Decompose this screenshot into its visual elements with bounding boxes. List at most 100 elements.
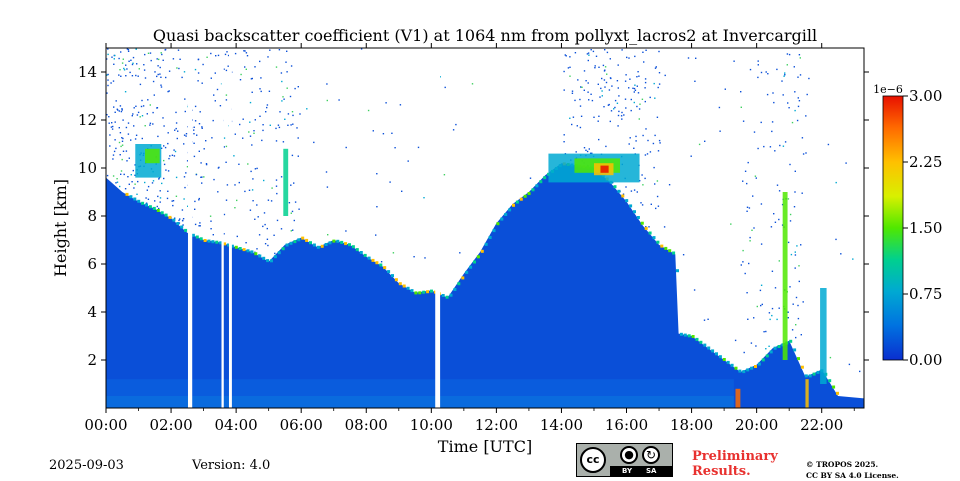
layer-edge-mark: [636, 216, 640, 219]
noise-speckle: [210, 220, 212, 222]
noise-speckle: [131, 115, 133, 117]
noise-speckle: [161, 53, 163, 56]
noise-speckle: [750, 342, 753, 344]
noise-speckle: [106, 58, 108, 60]
noise-speckle: [122, 150, 125, 152]
cloud-feature: [283, 148, 289, 216]
noise-speckle: [638, 108, 641, 110]
noise-speckle: [757, 60, 759, 62]
noise-speckle: [653, 166, 655, 169]
noise-speckle: [376, 173, 378, 175]
noise-speckle: [806, 93, 808, 96]
noise-speckle: [165, 76, 167, 79]
layer-edge-mark: [281, 247, 285, 251]
noise-speckle: [646, 153, 649, 155]
noise-speckle: [789, 213, 792, 216]
noise-speckle: [294, 87, 296, 90]
noise-speckle: [455, 123, 457, 126]
layer-edge-mark: [453, 288, 457, 291]
noise-speckle: [391, 132, 393, 134]
noise-speckle: [771, 307, 774, 310]
noise-speckle: [630, 98, 632, 101]
noise-speckle: [326, 186, 329, 188]
noise-speckle: [121, 144, 124, 146]
noise-speckle: [657, 150, 660, 152]
noise-speckle: [734, 339, 737, 342]
noise-speckle: [744, 170, 747, 172]
noise-speckle: [193, 142, 195, 144]
noise-speckle: [182, 218, 185, 220]
layer-edge-mark: [371, 258, 375, 262]
layer-edge-mark: [742, 370, 746, 374]
noise-speckle: [162, 117, 164, 119]
layer-edge-mark: [711, 349, 715, 353]
noise-speckle: [129, 71, 131, 74]
noise-speckle: [805, 115, 807, 117]
noise-speckle: [630, 109, 632, 112]
noise-speckle: [592, 50, 595, 53]
noise-speckle: [639, 180, 641, 182]
noise-speckle: [564, 54, 566, 56]
noise-speckle: [719, 130, 721, 132]
noise-speckle: [225, 161, 227, 163]
layer-edge-mark: [543, 176, 547, 180]
noise-speckle: [209, 215, 212, 217]
layer-edge-mark: [797, 357, 800, 361]
layer-edge-mark: [422, 290, 426, 294]
noise-speckle: [127, 133, 130, 135]
noise-speckle: [267, 199, 270, 201]
cc-license-badge[interactable]: cc ● ↻ BY SA: [576, 443, 673, 477]
noise-speckle: [580, 115, 583, 117]
cc-text: cc: [586, 453, 600, 466]
noise-speckle: [121, 140, 124, 142]
noise-speckle: [769, 146, 772, 148]
noise-speckle: [299, 113, 301, 115]
noise-speckle: [603, 106, 605, 108]
noise-speckle: [579, 105, 582, 107]
noise-speckle: [423, 197, 425, 199]
noise-speckle: [327, 234, 329, 236]
layer-edge-mark: [129, 195, 133, 199]
layer-edge-mark: [215, 240, 219, 244]
noise-speckle: [223, 233, 225, 235]
layer-edge-mark: [664, 246, 668, 250]
noise-speckle: [157, 65, 159, 67]
noise-speckle: [183, 134, 186, 136]
noise-speckle: [186, 166, 189, 168]
noise-speckle: [835, 238, 837, 241]
noise-speckle: [389, 181, 391, 183]
cloud-feature: [735, 388, 741, 408]
noise-speckle: [256, 204, 258, 206]
x-tick-label: 20:00: [735, 416, 778, 434]
layer-edge-mark: [804, 374, 808, 378]
noise-speckle: [197, 72, 200, 74]
noise-speckle: [563, 134, 565, 136]
noise-speckle: [658, 83, 661, 85]
noise-speckle: [135, 134, 138, 136]
layer-edge-mark: [687, 334, 691, 338]
noise-speckle: [657, 86, 659, 89]
layer-edge-mark: [145, 203, 148, 207]
layer-edge-mark: [340, 240, 344, 244]
noise-speckle: [579, 126, 582, 129]
noise-speckle: [147, 52, 150, 54]
noise-speckle: [625, 74, 627, 76]
noise-speckle: [742, 120, 745, 122]
noise-speckle: [638, 118, 640, 120]
noise-speckle: [401, 190, 403, 192]
layer-edge-mark: [746, 368, 750, 372]
noise-speckle: [604, 49, 606, 51]
layer-edge-mark: [351, 245, 355, 249]
noise-speckle: [214, 100, 216, 102]
noise-speckle: [239, 79, 242, 81]
noise-speckle: [112, 158, 114, 160]
noise-speckle: [245, 52, 248, 54]
noise-speckle: [625, 107, 627, 109]
noise-speckle: [149, 52, 152, 54]
noise-speckle: [774, 150, 776, 152]
noise-speckle: [162, 59, 164, 61]
noise-speckle: [194, 68, 197, 71]
x-tick-label: 00:00: [84, 416, 127, 434]
noise-speckle: [593, 116, 595, 118]
noise-speckle: [802, 153, 805, 155]
